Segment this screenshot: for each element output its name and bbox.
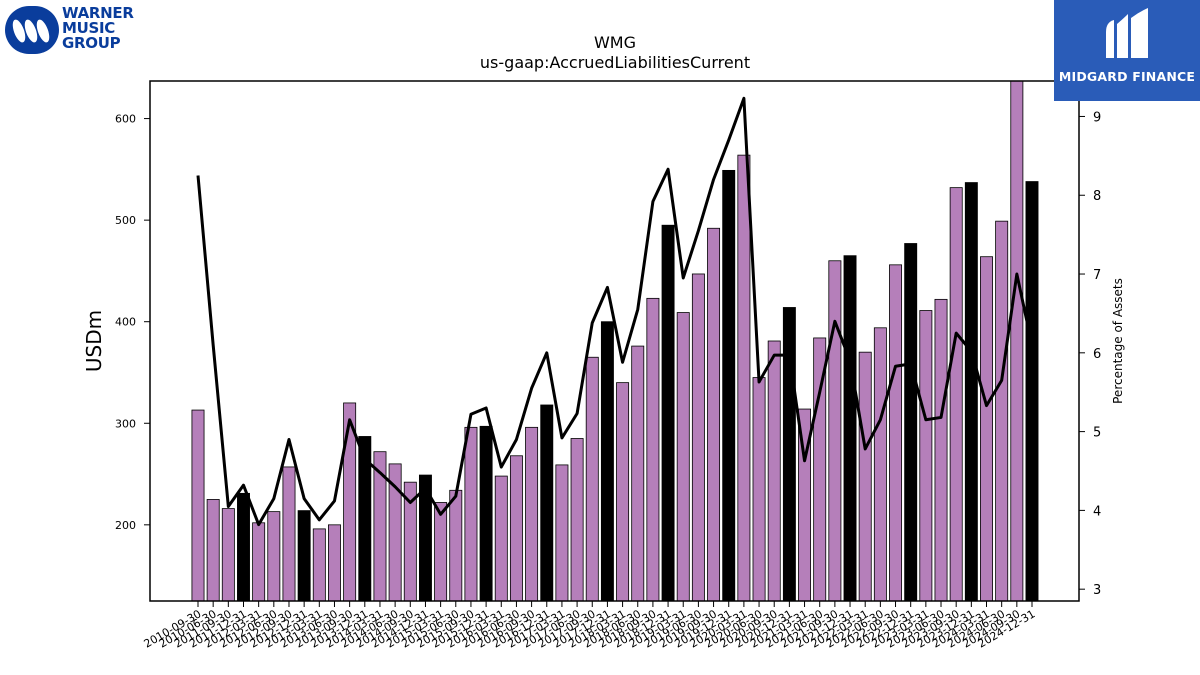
y2-tick-label: 8 [1093,189,1101,204]
bar [843,255,857,602]
bar [934,298,948,602]
bar [555,464,569,602]
bar [1010,80,1024,602]
y2-tick-label: 5 [1093,426,1101,441]
bar [889,264,902,602]
y-tick-label: 500 [115,214,136,227]
bar [1025,181,1039,602]
bar [858,351,872,602]
y2-tick-label: 4 [1093,504,1101,519]
bar [464,426,478,602]
y-axis-label: USDm [82,310,106,372]
midgard-logo-icon [1106,8,1148,58]
bar [282,466,296,602]
bar [237,492,250,602]
warner-music-group-logo: WARNER MUSIC GROUP [4,4,136,56]
y-tick-label: 400 [115,316,136,329]
bar [267,511,281,602]
bar [691,273,705,602]
bar [540,404,554,602]
midgard-finance-logo: MIDGARD FINANCE [1054,0,1200,101]
bar [873,327,887,602]
bar [570,438,584,602]
bar [919,310,933,602]
bar [949,187,963,602]
bar [434,502,448,602]
plot-frame [149,80,1080,602]
bar [722,169,736,602]
bar [191,409,205,602]
bar [828,260,842,602]
midgard-logo-text: MIDGARD FINANCE [1058,69,1196,84]
y-tick-label: 600 [115,113,136,126]
bar [221,508,235,602]
bar-series [191,80,1039,602]
bar [904,243,918,602]
bar [767,340,781,602]
bar [676,312,690,602]
bar [964,182,978,602]
bar [661,224,675,602]
y2-tick-label: 9 [1093,110,1101,125]
bar [494,475,508,602]
bar [995,220,1009,602]
bar [707,227,721,602]
bar [737,154,751,602]
chart-subtitle: us-gaap:AccruedLiabilitiesCurrent [480,53,750,72]
bar [509,455,523,602]
bar [585,356,599,602]
bar [616,382,630,602]
bar [631,345,645,602]
y2-tick-label: 3 [1093,583,1101,598]
bar [449,489,463,602]
percentage-line [196,96,1034,527]
axes: 20030040050060034567892010-09-302010-06-… [115,80,1101,651]
bar [600,321,614,602]
bar [479,425,493,602]
bar [297,510,311,602]
bar [646,297,660,602]
chart-title: WMG [594,33,636,52]
y2-tick-label: 6 [1093,347,1101,362]
y-tick-label: 200 [115,519,136,532]
line-series [196,96,1034,527]
bar [782,307,796,602]
bar [312,528,326,602]
wmg-logo-text: WARNER MUSIC GROUP [62,4,134,52]
bar [328,524,341,602]
bar [252,522,266,602]
bar [980,256,993,602]
y2-axis-label: Percentage of Assets [1111,278,1125,404]
bar [206,499,220,602]
y2-tick-label: 7 [1093,268,1101,283]
wmg-logo-icon [5,6,59,54]
bar [525,426,539,602]
bar [752,377,766,602]
y-tick-label: 300 [115,417,136,430]
